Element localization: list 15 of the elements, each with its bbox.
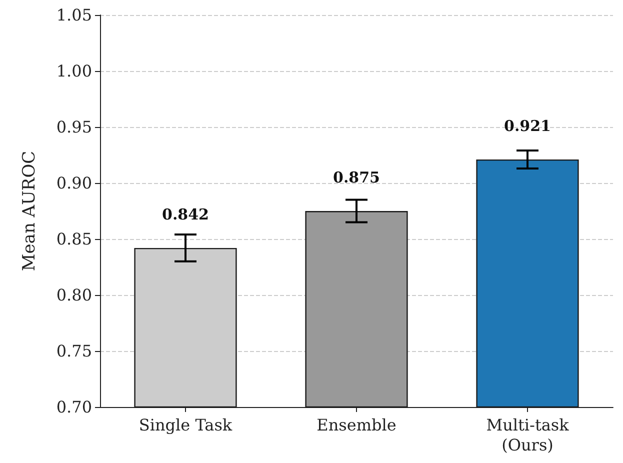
- y-tick-label: 0.75: [56, 342, 92, 360]
- data-label: 0.921: [504, 116, 551, 135]
- y-tick-label: 1.05: [56, 6, 92, 24]
- x-tick-label: Single Task: [138, 416, 232, 434]
- y-tick-label: 0.95: [56, 118, 92, 136]
- y-axis-title: Mean AUROC: [20, 150, 40, 272]
- y-tick-label: 0.80: [56, 286, 92, 304]
- x-tick-label: Ensemble: [316, 416, 396, 434]
- y-tick-label: 0.85: [56, 230, 92, 248]
- y-tick-label: 1.00: [56, 62, 92, 80]
- y-tick-label: 0.90: [56, 174, 92, 192]
- data-label: 0.875: [333, 168, 380, 186]
- data-label: 0.842: [162, 205, 209, 224]
- y-tick-label: 0.70: [56, 398, 92, 416]
- x-tick-label: Multi-task (Ours): [486, 416, 570, 454]
